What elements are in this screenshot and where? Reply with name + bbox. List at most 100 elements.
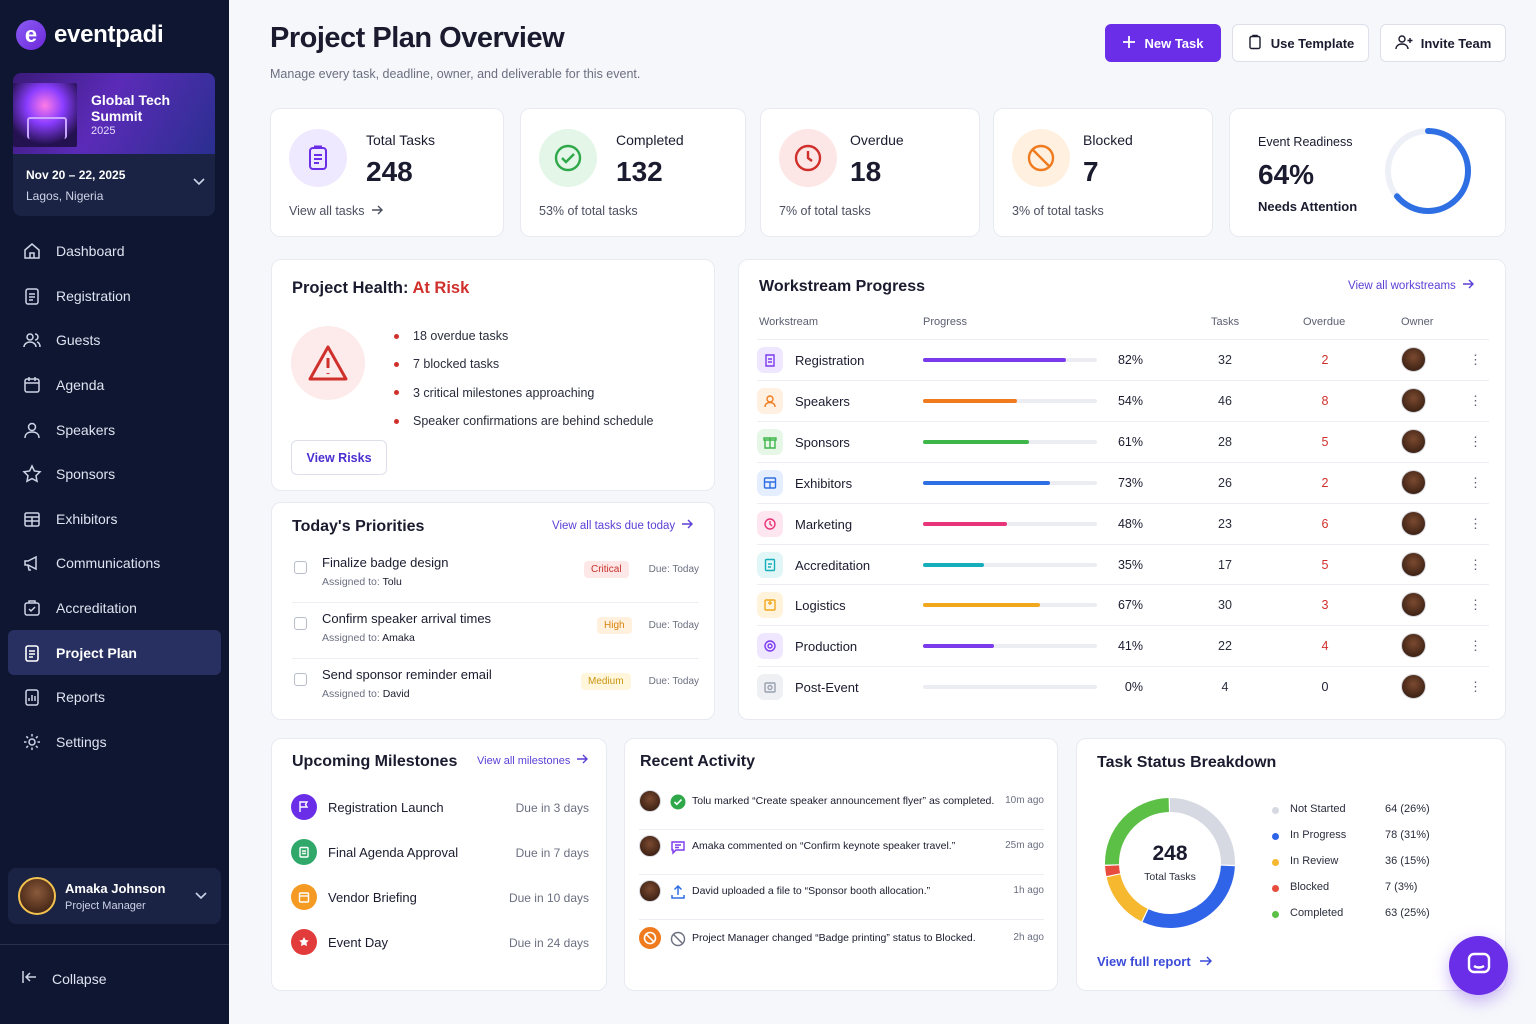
stat-foot: 3% of total tasks: [1012, 204, 1104, 218]
sidebar-item-exhibitors[interactable]: Exhibitors: [8, 497, 221, 542]
sidebar-item-project-plan[interactable]: Project Plan: [8, 630, 221, 675]
sidebar-item-dashboard[interactable]: Dashboard: [8, 229, 221, 274]
link-label: View all workstreams: [1348, 279, 1456, 292]
use-template-label: Use Template: [1270, 35, 1355, 51]
more-options-icon[interactable]: ⋮: [1469, 679, 1482, 695]
event-thumbnail: [13, 83, 77, 147]
table-row[interactable]: Sponsors 61% 28 5 ⋮: [757, 420, 1489, 462]
sidebar-item-accreditation[interactable]: Accreditation: [8, 586, 221, 631]
sidebar-item-reports[interactable]: Reports: [8, 675, 221, 720]
star-icon: [291, 929, 317, 955]
progress-percent: 35%: [1117, 557, 1143, 572]
brand-name: eventpadi: [54, 21, 164, 48]
user-menu[interactable]: Amaka Johnson Project Manager: [8, 868, 221, 924]
table-row[interactable]: Logistics 67% 30 3 ⋮: [757, 584, 1489, 625]
view-all-workstreams-link[interactable]: View all workstreams: [1348, 279, 1474, 292]
milestone-row[interactable]: Final Agenda Approval Due in 7 days: [291, 835, 589, 880]
task-count: 23: [1218, 516, 1232, 531]
table-row[interactable]: Speakers 54% 46 8 ⋮: [757, 379, 1489, 421]
arrow-right-icon: [576, 754, 589, 767]
table-row[interactable]: Accreditation 35% 17 5 ⋮: [757, 543, 1489, 585]
assignee-name: Tolu: [382, 576, 402, 588]
sidebar-item-agenda[interactable]: Agenda: [8, 363, 221, 408]
stat-foot: 7% of total tasks: [779, 204, 871, 218]
sidebar-item-registration[interactable]: Registration: [8, 274, 221, 319]
health-issue: 7 blocked tasks: [413, 357, 500, 372]
chat-button[interactable]: [1449, 936, 1508, 995]
table-row[interactable]: Exhibitors 73% 26 2 ⋮: [757, 461, 1489, 503]
overdue-count: 6: [1321, 516, 1329, 531]
progress-percent: 61%: [1117, 434, 1143, 449]
sidebar-item-settings[interactable]: Settings: [8, 720, 221, 765]
legend-label: Blocked: [1290, 881, 1330, 893]
view-all-tasks-due-today-link[interactable]: View all tasks due today: [552, 519, 694, 532]
workstream-name: Sponsors: [795, 434, 850, 450]
avatar: [1401, 674, 1426, 700]
invite-team-label: Invite Team: [1420, 35, 1492, 51]
more-options-icon[interactable]: ⋮: [1469, 515, 1482, 531]
table-row[interactable]: Post-Event 0% 4 0 ⋮: [757, 666, 1489, 707]
clipboard-icon: [291, 839, 317, 865]
event-year: 2025: [91, 125, 116, 137]
more-options-icon[interactable]: ⋮: [1469, 638, 1482, 654]
more-options-icon[interactable]: ⋮: [1469, 556, 1482, 572]
event-banner: Global Tech Summit 2025: [13, 73, 215, 154]
avatar: [18, 877, 56, 915]
sidebar-divider: [0, 944, 229, 945]
table-row[interactable]: Production 41% 22 4 ⋮: [757, 625, 1489, 666]
task-count: 26: [1218, 475, 1232, 490]
chevron-down-icon[interactable]: [195, 888, 207, 903]
view-all-milestones-link[interactable]: View all milestones: [477, 754, 589, 767]
chevron-down-icon[interactable]: [193, 173, 205, 189]
milestone-due: Due in 7 days: [515, 846, 589, 860]
workstream-name: Speakers: [795, 393, 850, 409]
task-checkbox[interactable]: [294, 561, 307, 574]
sidebar-item-guests[interactable]: Guests: [8, 318, 221, 363]
new-task-label: New Task: [1144, 35, 1204, 51]
sidebar-item-speakers[interactable]: Speakers: [8, 407, 221, 452]
sidebar-item-sponsors[interactable]: Sponsors: [8, 452, 221, 497]
task-title: Confirm speaker arrival times: [322, 611, 492, 626]
arrow-right-icon: [681, 519, 694, 532]
milestone-row[interactable]: Registration Launch Due in 3 days: [291, 790, 589, 835]
more-options-icon[interactable]: ⋮: [1469, 433, 1482, 449]
brand-logo[interactable]: e eventpadi: [16, 20, 164, 50]
more-options-icon[interactable]: ⋮: [1469, 474, 1482, 490]
milestone-due: Due in 10 days: [508, 891, 589, 905]
table-row[interactable]: Marketing 48% 23 6 ⋮: [757, 502, 1489, 544]
workstream-name: Logistics: [795, 598, 846, 614]
task-checkbox[interactable]: [294, 673, 307, 686]
list-item: 3 critical milestones approaching: [394, 379, 653, 407]
task-count: 46: [1218, 393, 1232, 408]
legend-item: In Progress 78 (31%): [1272, 829, 1452, 855]
view-risks-button[interactable]: View Risks: [291, 440, 387, 475]
new-task-button[interactable]: New Task: [1105, 24, 1221, 62]
sidebar-item-label: Sponsors: [56, 466, 116, 483]
avatar: [1401, 633, 1426, 659]
task-assignee: Assigned to: David: [322, 688, 410, 700]
task-count: 17: [1218, 557, 1232, 572]
view-full-report-link[interactable]: View full report: [1097, 954, 1212, 969]
milestone-row[interactable]: Vendor Briefing Due in 10 days: [291, 880, 589, 925]
event-location: Lagos, Nigeria: [26, 189, 104, 203]
progress-bar: [923, 358, 1097, 362]
sidebar-item-label: Speakers: [56, 421, 116, 438]
collapse-button[interactable]: Collapse: [22, 970, 106, 987]
sidebar-item-label: Exhibitors: [56, 510, 118, 527]
table-row[interactable]: Registration 82% 32 2 ⋮: [757, 339, 1489, 380]
stat-total-tasks[interactable]: Total Tasks 248 View all tasks: [270, 108, 504, 237]
milestone-row[interactable]: Event Day Due in 24 days: [291, 925, 589, 970]
sidebar-item-communications[interactable]: Communications: [8, 541, 221, 586]
more-options-icon[interactable]: ⋮: [1469, 597, 1482, 613]
breakdown-title: Task Status Breakdown: [1097, 754, 1277, 771]
report-icon: [22, 687, 42, 707]
priority-badge: Medium: [581, 673, 631, 690]
view-all-tasks-link[interactable]: View all tasks: [289, 204, 383, 218]
event-switcher[interactable]: Global Tech Summit 2025 Nov 20 – 22, 202…: [13, 73, 215, 216]
more-options-icon[interactable]: ⋮: [1469, 352, 1482, 367]
task-checkbox[interactable]: [294, 617, 307, 630]
use-template-button[interactable]: Use Template: [1232, 24, 1369, 62]
more-options-icon[interactable]: ⋮: [1469, 392, 1482, 408]
invite-team-button[interactable]: Invite Team: [1380, 24, 1506, 62]
donut-slice-in-progress: [1142, 865, 1235, 928]
